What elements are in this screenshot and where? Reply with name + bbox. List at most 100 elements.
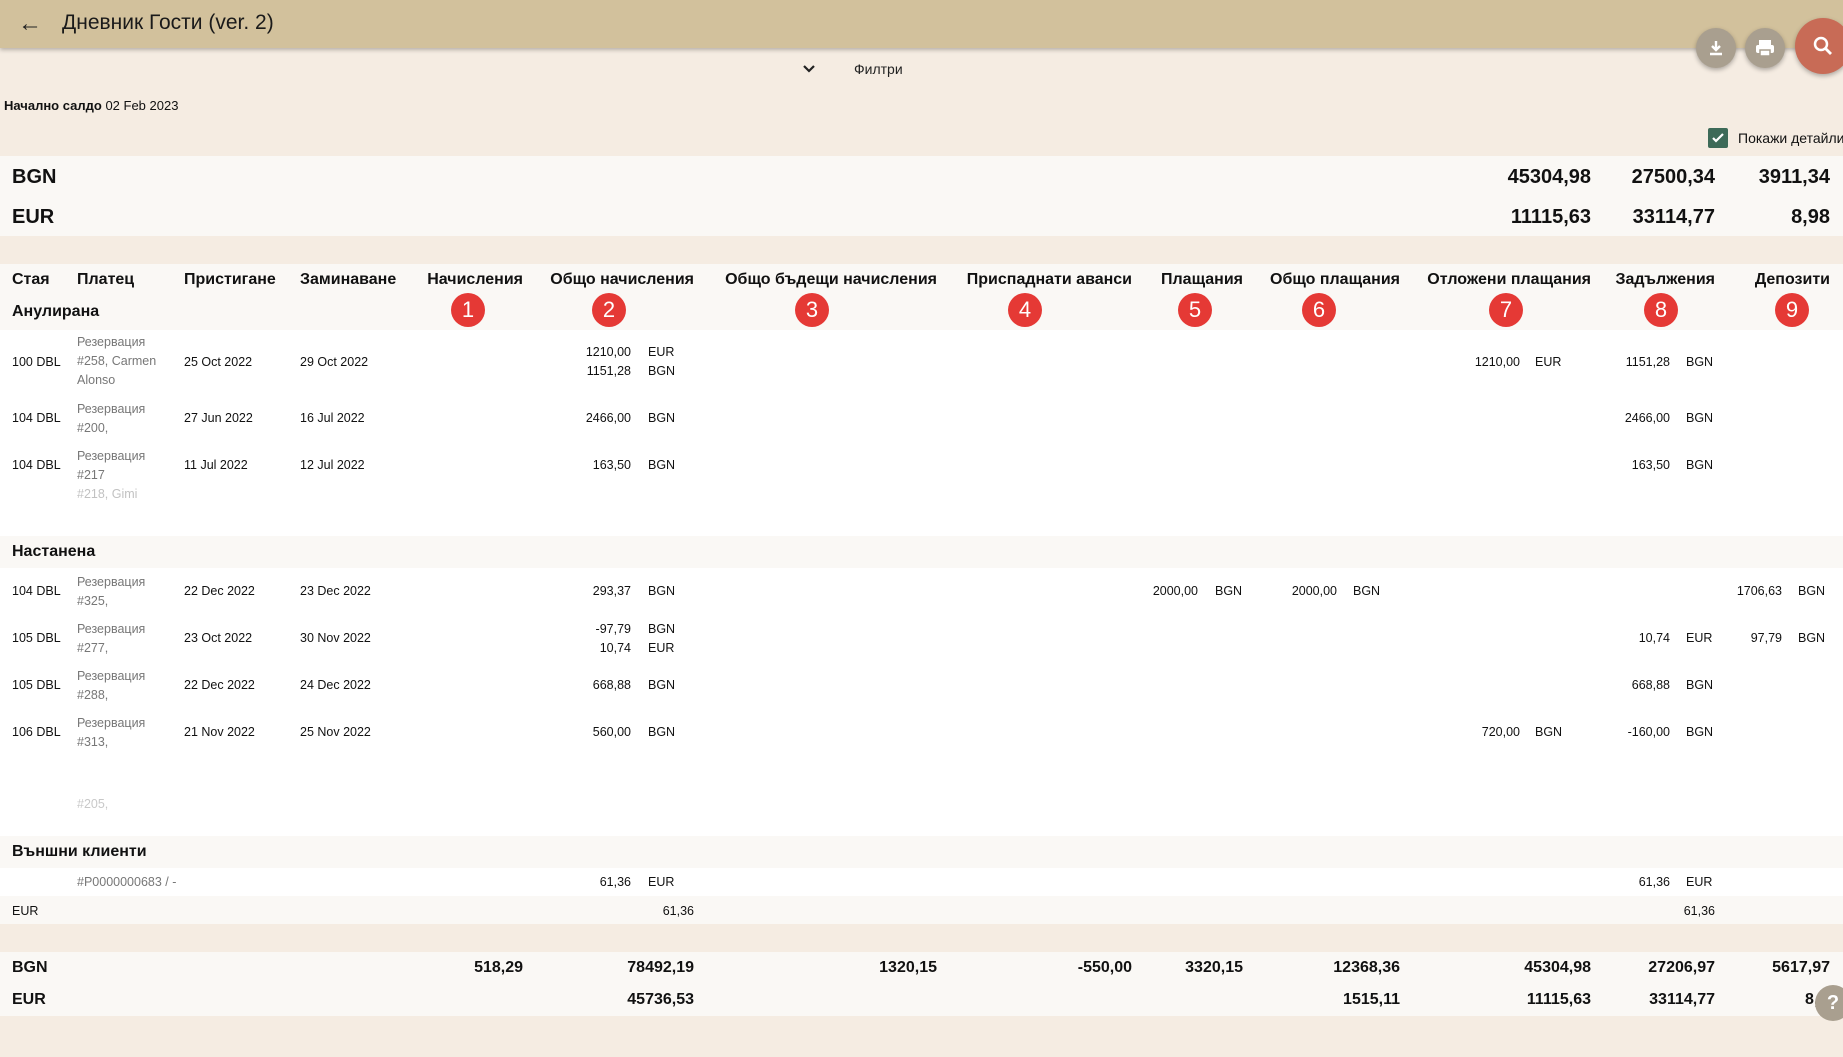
row-payer-link[interactable]: #P0000000683 / - — [77, 875, 177, 889]
search-icon — [1813, 36, 1832, 55]
row-total-charges-currency: BGN — [648, 411, 676, 425]
column-header-total-payments[interactable]: Общо плащания — [1270, 271, 1400, 288]
row-total-charges: 1210,00 — [585, 345, 631, 359]
row-total-charges: 560,00 — [592, 725, 631, 739]
row-payer-link[interactable]: Резервация #325, — [77, 573, 145, 611]
row-room: 100 DBL — [12, 355, 61, 369]
payer-line: Резервация — [77, 669, 146, 683]
payer-line: #200, — [77, 421, 109, 435]
row-payments-currency: BGN — [1215, 584, 1243, 598]
payer-line: #277, — [77, 641, 109, 655]
column-header-charges[interactable]: Начисления — [427, 271, 523, 288]
help-icon[interactable]: ? — [1815, 985, 1843, 1021]
row-arrival: 11 Jul 2022 — [184, 458, 248, 472]
row-total-charges-currency: BGN — [648, 678, 676, 692]
payer-line: #258, Carmen — [77, 354, 157, 368]
row-payer-link[interactable]: Резервация #200, — [77, 400, 145, 438]
total-currency: BGN — [12, 959, 48, 976]
payer-line: #217 — [77, 468, 105, 482]
download-icon — [1710, 41, 1722, 56]
column-header-total-charges[interactable]: Общо начисления — [550, 271, 694, 288]
download-button[interactable] — [1696, 28, 1736, 68]
row-total-charges: 10,74 — [599, 641, 631, 655]
total-currency: EUR — [12, 991, 46, 1008]
row-liabilities-currency: EUR — [1686, 875, 1713, 889]
row-total-charges: 668,88 — [592, 678, 631, 692]
subtotal-currency: EUR — [12, 904, 39, 918]
column-header-payments[interactable]: Плащания — [1161, 271, 1243, 288]
row-arrival: 25 Oct 2022 — [184, 355, 253, 369]
column-header-future-charges[interactable]: Общо бъдещи начисления — [725, 271, 937, 288]
payer-line: Резервация — [77, 449, 146, 463]
row-payments: 2000,00 — [1152, 584, 1198, 598]
column-badge-8: 8 — [1644, 293, 1678, 327]
totals-band — [0, 952, 1843, 1016]
section-title-external: Външни клиенти — [12, 843, 147, 860]
row-liabilities-currency: BGN — [1686, 411, 1714, 425]
column-header-deferred-payments[interactable]: Отложени плащания — [1427, 271, 1591, 288]
row-arrival: 22 Dec 2022 — [184, 678, 255, 692]
column-header-room[interactable]: Стая — [12, 271, 50, 288]
row-total-charges-currency: BGN — [648, 584, 676, 598]
row-payer-link[interactable]: Резервация #313, — [77, 714, 145, 752]
total-deducted-advances: -550,00 — [1077, 959, 1132, 976]
column-header-arrival[interactable]: Пристигане — [184, 271, 276, 288]
column-header-payer[interactable]: Платец — [77, 271, 135, 288]
summary-currency: BGN — [12, 166, 57, 188]
payer-line: Alonso — [77, 373, 116, 387]
summary-value: 11115,63 — [1510, 206, 1591, 228]
row-payer-link[interactable]: Резервация #258, Carmen Alonso — [77, 333, 156, 390]
column-header-deducted-advances[interactable]: Приспаднати аванси — [966, 271, 1132, 288]
total-liabilities: 27206,97 — [1648, 959, 1715, 976]
column-header-deposits[interactable]: Депозити — [1754, 271, 1830, 288]
payer-line: Резервация — [77, 716, 146, 730]
column-header-departure[interactable]: Заминаване — [300, 271, 397, 288]
section-title-cancelled: Анулирана — [12, 303, 100, 320]
total-deposits: 5617,97 — [1772, 959, 1830, 976]
row-departure: 24 Dec 2022 — [300, 678, 371, 692]
row-deposits-currency: BGN — [1798, 584, 1826, 598]
total-total-payments: 1515,11 — [1343, 991, 1400, 1008]
total-total-charges: 45736,53 — [627, 991, 694, 1008]
row-payer-link[interactable]: #205, — [77, 797, 109, 811]
column-badge-6: 6 — [1302, 293, 1336, 327]
row-total-charges-currency: BGN — [648, 458, 676, 472]
total-future-charges: 1320,15 — [879, 959, 937, 976]
row-liabilities-currency: BGN — [1686, 678, 1714, 692]
row-total-charges-currency: BGN — [648, 622, 676, 636]
row-departure: 23 Dec 2022 — [300, 584, 371, 598]
row-payer-link[interactable]: Резервация #288, — [77, 667, 145, 705]
row-arrival: 23 Oct 2022 — [184, 631, 253, 645]
print-button[interactable] — [1745, 28, 1785, 68]
payer-line: #288, — [77, 688, 109, 702]
search-button[interactable] — [1795, 18, 1843, 74]
row-deposits-currency: BGN — [1798, 631, 1826, 645]
row-deferred-payments: 1210,00 — [1474, 355, 1520, 369]
row-liabilities: 1151,28 — [1625, 355, 1670, 369]
column-header-liabilities[interactable]: Задължения — [1615, 271, 1715, 288]
row-room: 104 DBL — [12, 584, 61, 598]
row-payer-link[interactable]: Резервация #217 #218, Gimi — [77, 447, 145, 504]
row-room: 104 DBL — [12, 458, 61, 472]
row-liabilities: 61,36 — [1638, 875, 1670, 889]
total-total-charges: 78492,19 — [627, 959, 694, 976]
row-total-charges: 293,37 — [592, 584, 631, 598]
external-subtotal — [0, 896, 1843, 924]
row-payer-link[interactable]: Резервация #277, — [77, 620, 145, 658]
row-departure: 12 Jul 2022 — [300, 458, 365, 472]
summary-value: 8,98 — [1791, 206, 1830, 228]
payer-line: #218, Gimi — [77, 487, 138, 501]
row-room: 105 DBL — [12, 631, 61, 645]
chevron-down-icon — [803, 65, 815, 73]
cancelled-rows — [0, 330, 1843, 536]
section-header-external — [0, 836, 1843, 868]
summary-band — [0, 156, 1843, 236]
row-total-charges-currency: EUR — [648, 641, 675, 655]
row-total-charges-currency: EUR — [648, 875, 675, 889]
row-total-charges-currency: BGN — [648, 725, 676, 739]
opening-balance: Начално салдо 02 Feb 2023 — [4, 98, 178, 113]
back-arrow-icon[interactable]: ← — [18, 10, 42, 37]
column-badge-7: 7 — [1489, 293, 1523, 327]
row-total-charges-currency: EUR — [648, 345, 675, 359]
payer-line: #325, — [77, 594, 109, 608]
